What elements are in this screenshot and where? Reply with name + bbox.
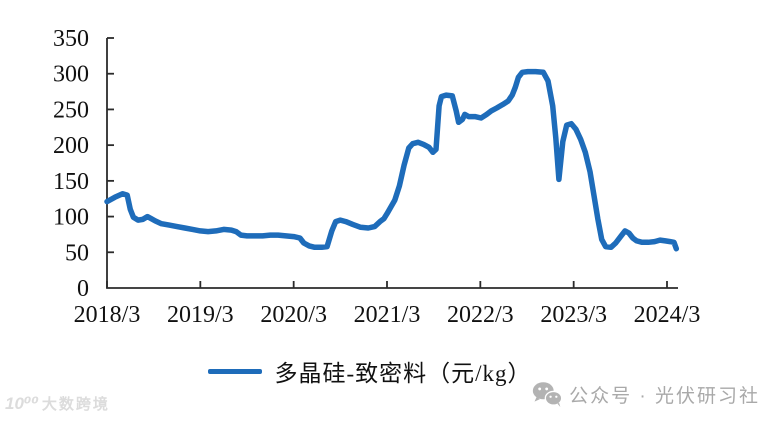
- chart-legend: 多晶硅-致密料（元/kg）: [0, 353, 740, 389]
- x-axis-label: 2021/3: [354, 302, 421, 328]
- legend-series-label: 多晶硅-致密料（元/kg）: [274, 361, 532, 386]
- x-axis-label: 2020/3: [260, 302, 327, 328]
- watermark-wechat-account: 公众号 · 光伏研习社: [532, 381, 760, 408]
- y-axis-label: 100: [53, 205, 89, 231]
- dashu-logo-icon: 10⁰⁰: [5, 394, 39, 413]
- y-axis-label: 250: [53, 97, 89, 123]
- y-axis-label: 300: [53, 62, 89, 88]
- wechat-icon: [532, 382, 563, 407]
- y-axis-label: 50: [65, 240, 89, 266]
- x-axis-label: 2022/3: [447, 302, 514, 328]
- y-axis-label: 0: [77, 276, 89, 302]
- watermark-wechat-text: 公众号 · 光伏研习社: [569, 386, 760, 407]
- y-axis-label: 200: [53, 133, 89, 159]
- watermark-dashu-text: 大数跨境: [41, 396, 110, 413]
- y-axis-label: 350: [53, 26, 89, 52]
- legend-line-swatch: [208, 368, 263, 374]
- x-axis-label: 2024/3: [634, 302, 701, 328]
- x-axis-label: 2018/3: [74, 302, 141, 328]
- series-line-polysilicon-dense: [104, 68, 680, 252]
- watermark-dashu: 10⁰⁰ 大数跨境: [5, 393, 110, 414]
- x-axis-label: 2019/3: [167, 302, 234, 328]
- axis-lines: [106, 38, 678, 289]
- x-axis-label: 2023/3: [540, 302, 607, 328]
- price-line-chart: 0 50 100 150 200 250 300 350 2018/3 2019/3 2020/3 2…: [53, 26, 701, 328]
- y-axis-label: 150: [53, 169, 89, 195]
